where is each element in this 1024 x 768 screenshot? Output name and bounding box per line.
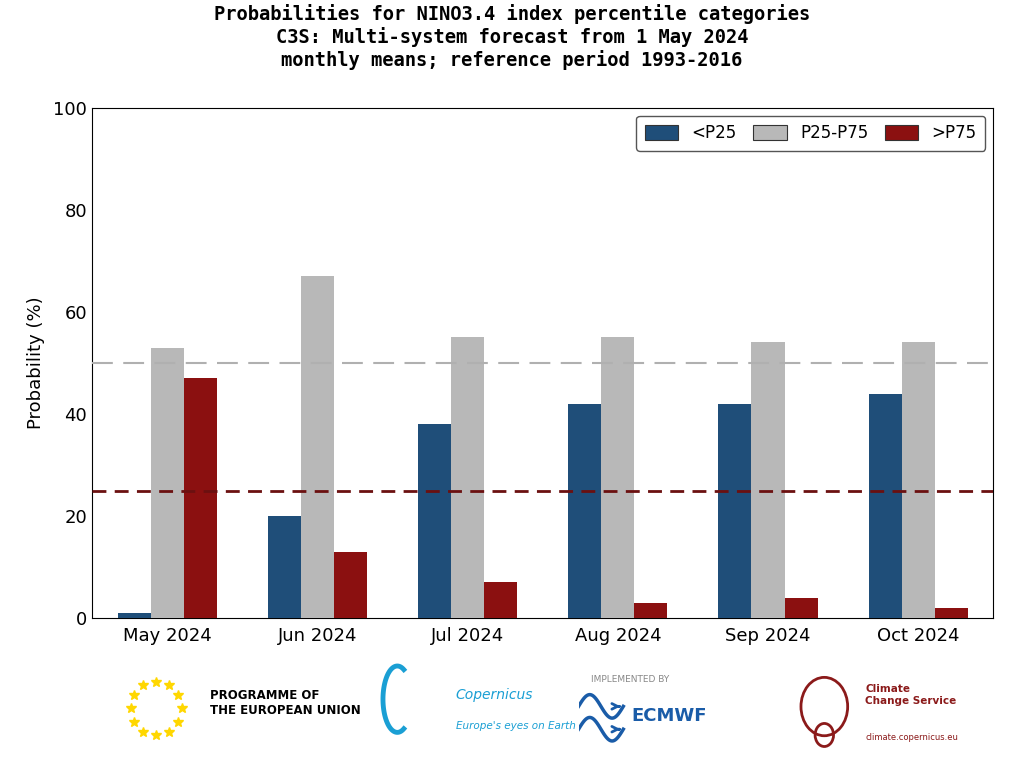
Bar: [568, 404, 601, 618]
Bar: [634, 603, 668, 618]
Bar: [935, 608, 968, 618]
Text: ECMWF: ECMWF: [632, 707, 707, 725]
Text: climate.copernicus.eu: climate.copernicus.eu: [865, 733, 958, 742]
Bar: [118, 613, 151, 618]
Bar: [418, 424, 452, 618]
Text: Copernicus: Copernicus: [456, 688, 534, 702]
Bar: [868, 393, 902, 618]
Text: Climate
Change Service: Climate Change Service: [865, 684, 956, 706]
Bar: [601, 337, 634, 618]
Text: Probabilities for NINO3.4 index percentile categories
C3S: Multi-system forecast: Probabilities for NINO3.4 index percenti…: [214, 4, 810, 70]
Bar: [268, 516, 301, 618]
Legend: <P25, P25-P75, >P75: <P25, P25-P75, >P75: [636, 116, 985, 151]
Bar: [452, 337, 484, 618]
Text: PROGRAMME OF
THE EUROPEAN UNION: PROGRAMME OF THE EUROPEAN UNION: [210, 689, 360, 717]
Bar: [902, 343, 935, 618]
Y-axis label: Probability (%): Probability (%): [27, 296, 45, 429]
Bar: [752, 343, 784, 618]
Bar: [484, 582, 517, 618]
Bar: [334, 552, 367, 618]
Bar: [784, 598, 817, 618]
Text: Europe's eyes on Earth: Europe's eyes on Earth: [456, 720, 575, 731]
Bar: [151, 348, 183, 618]
Bar: [183, 378, 217, 618]
Bar: [301, 276, 334, 618]
Bar: [719, 404, 752, 618]
Text: IMPLEMENTED BY: IMPLEMENTED BY: [591, 675, 669, 684]
